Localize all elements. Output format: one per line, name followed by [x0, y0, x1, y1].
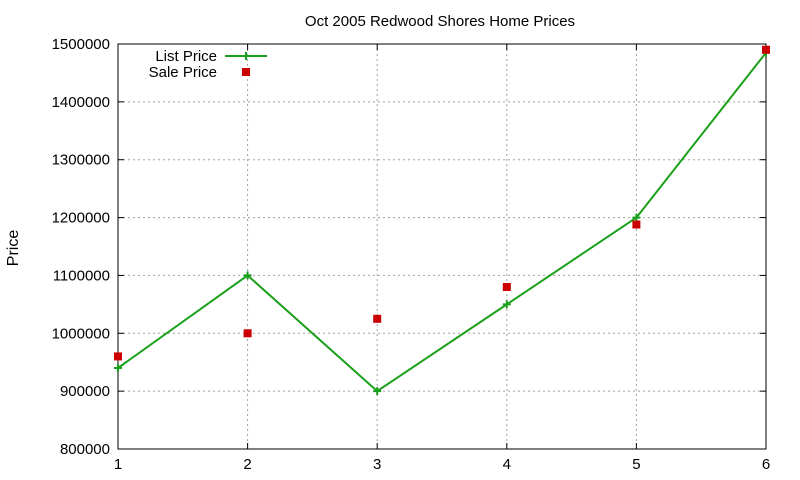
point-list-price [114, 364, 122, 372]
y-tick-label: 800000 [60, 441, 110, 458]
series-line-list-price [117, 52, 767, 393]
y-axis-label: Price [5, 230, 22, 267]
point-sale-price [762, 45, 770, 54]
point-sale-price [632, 220, 641, 229]
y-axis-ticks: 800000 900000 1000000 1100000 1200000 1300000… [52, 36, 766, 458]
plot-frame [117, 43, 767, 450]
legend: List Price Sale Price [149, 48, 267, 81]
y-tick-label: 1500000 [52, 36, 110, 53]
legend-swatch-sale-price [242, 68, 250, 76]
y-tick-label: 900000 [60, 383, 110, 400]
y-tick-label: 1100000 [53, 267, 110, 284]
point-list-price [502, 300, 511, 309]
point-sale-price [502, 283, 511, 291]
point-sale-price [373, 314, 382, 323]
point-list-price [632, 213, 641, 222]
point-sale-price [114, 352, 122, 361]
x-tick-label: 4 [503, 456, 511, 473]
y-tick-label: 1400000 [52, 94, 110, 111]
series-layer [114, 45, 770, 396]
x-axis-ticks: 1 2 3 4 5 6 [114, 44, 770, 473]
x-tick-label: 2 [243, 456, 251, 473]
legend-label-sale-price: Sale Price [149, 64, 217, 81]
x-tick-label: 5 [632, 456, 640, 473]
x-tick-label: 6 [762, 456, 770, 473]
legend-label-list-price: List Price [155, 48, 217, 65]
y-tick-label: 1300000 [52, 152, 110, 169]
chart-title: Oct 2005 Redwood Shores Home Prices [305, 13, 575, 30]
point-list-price [243, 271, 252, 280]
y-tick-label: 1200000 [52, 210, 110, 227]
y-tick-label: 1000000 [52, 325, 110, 342]
legend-cross-list-price [242, 52, 250, 60]
x-tick-label: 3 [373, 456, 381, 473]
point-list-price [373, 387, 382, 396]
x-tick-label: 1 [114, 456, 122, 473]
gridlines [118, 44, 766, 449]
point-sale-price [243, 329, 252, 338]
